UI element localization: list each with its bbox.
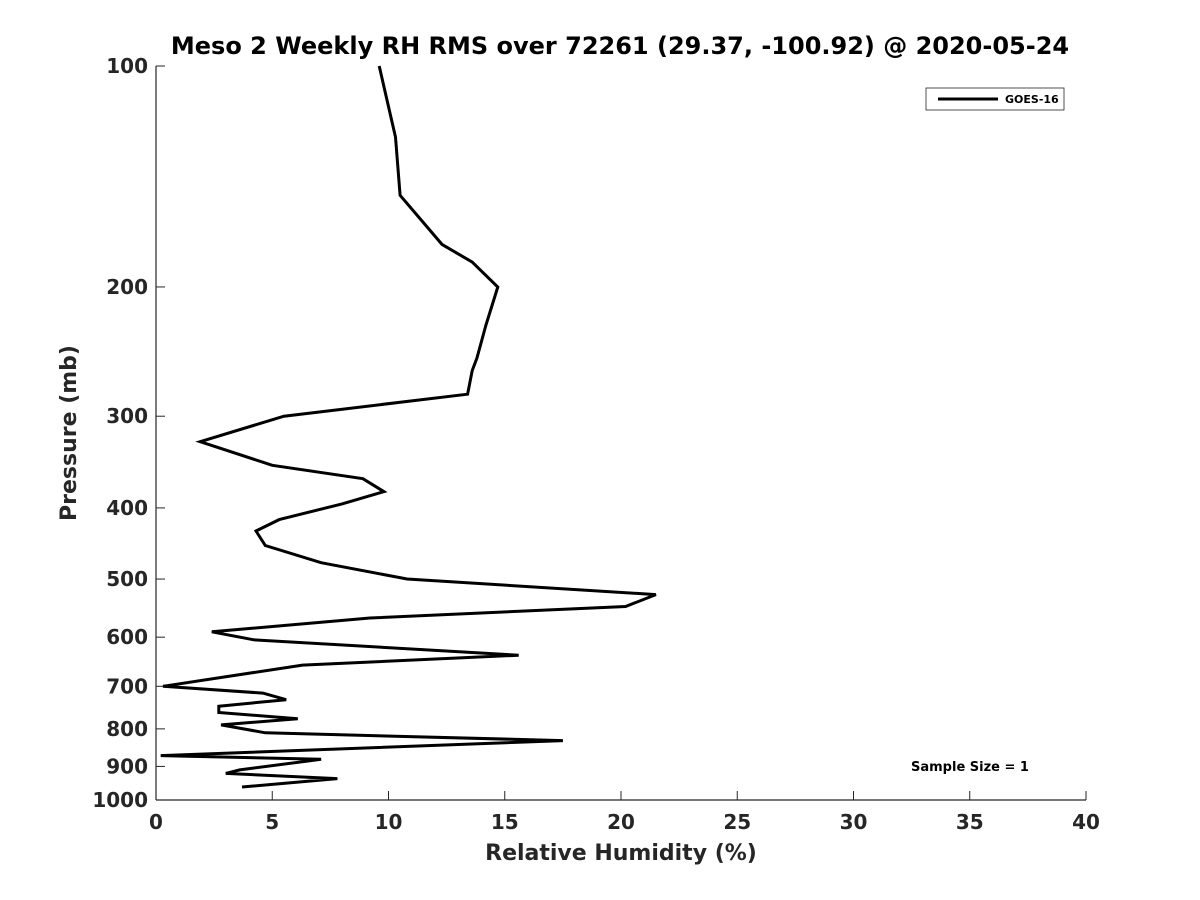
y-tick-label: 400 [106,496,148,520]
y-tick-label: 600 [106,625,148,649]
x-tick-label: 15 [491,810,519,834]
y-axis-ticks: 100 200 300 400 500 600 700 800 900 1000 [92,54,165,812]
x-tick-label: 5 [265,810,279,834]
x-tick-label: 0 [149,810,163,834]
sample-size-annotation: Sample Size = 1 [911,760,1029,775]
y-tick-label: 900 [106,754,148,778]
y-tick-label: 700 [106,674,148,698]
x-tick-label: 40 [1072,810,1100,834]
x-tick-label: 25 [723,810,751,834]
y-tick-label: 300 [106,404,148,428]
series-layer [160,65,657,789]
legend: GOES-16 [925,87,1065,111]
y-axis-label: Pressure (mb) [57,345,82,521]
x-tick-label: 10 [375,810,403,834]
x-tick-label: 35 [956,810,984,834]
y-tick-label: 800 [106,717,148,741]
legend-label-goes-16: GOES-16 [1005,93,1059,106]
x-tick-label: 20 [607,810,635,834]
x-axis-ticks: 0 5 10 15 20 25 30 35 40 [149,791,1100,834]
y-tick-label: 200 [106,275,148,299]
x-axis-label: Relative Humidity (%) [485,841,757,866]
x-tick-label: 30 [840,810,868,834]
y-tick-label: 100 [106,54,148,78]
chart-title: Meso 2 Weekly RH RMS over 72261 (29.37, … [171,32,1069,60]
y-tick-label: 1000 [92,788,148,812]
y-tick-label: 500 [106,567,148,591]
series-line-goes-16 [160,65,657,789]
